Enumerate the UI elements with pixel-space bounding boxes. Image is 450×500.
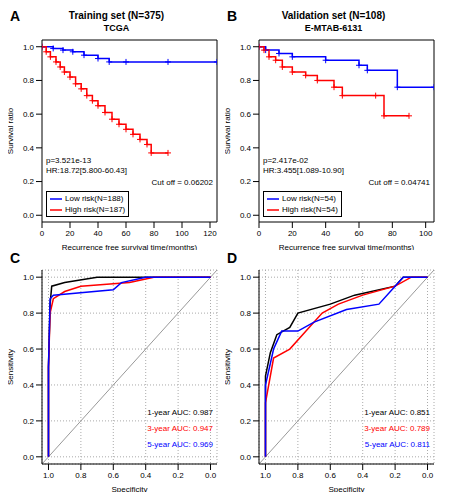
svg-text:60: 60 (355, 229, 364, 238)
html-text:5-year AUC: 0.969: 5-year AUC: 0.969 (147, 440, 213, 449)
svg-text:Sensitivity: Sensitivity (225, 349, 232, 385)
svg-text:Survival ratio: Survival ratio (225, 107, 232, 154)
svg-text:0.6: 0.6 (325, 471, 337, 480)
html-text:E-MTAB-6131: E-MTAB-6131 (304, 23, 363, 33)
svg-text:1.0: 1.0 (23, 273, 35, 282)
html-text:Training set (N=375): Training set (N=375) (68, 10, 165, 21)
svg-text:20: 20 (288, 229, 297, 238)
html-text:Low risk(N=188): Low risk(N=188) (65, 194, 124, 203)
svg-text:Specificity: Specificity (111, 485, 147, 492)
html-text:B: B (227, 8, 238, 24)
svg-text:0.0: 0.0 (205, 471, 217, 480)
html-text:Cut off = 0.06202: Cut off = 0.06202 (151, 178, 213, 187)
html-text:A: A (10, 8, 21, 24)
svg-text:0.8: 0.8 (23, 76, 35, 85)
html-text:High risk(N=187): High risk(N=187) (65, 205, 126, 214)
html-text:High risk(N=54): High risk(N=54) (282, 205, 338, 214)
svg-text:60: 60 (122, 229, 131, 238)
html-text:1-year AUC: 0.851: 1-year AUC: 0.851 (364, 408, 430, 417)
html-text:3-year AUC: 0.789: 3-year AUC: 0.789 (364, 424, 430, 433)
svg-text:Recurrence free survival time(: Recurrence free survival time(months) (279, 243, 415, 250)
html-text:Cut off = 0.04741: Cut off = 0.04741 (368, 178, 430, 187)
html-text:3-year AUC: 0.947: 3-year AUC: 0.947 (147, 424, 213, 433)
svg-text:1.0: 1.0 (240, 273, 252, 282)
svg-text:0.6: 0.6 (23, 110, 35, 119)
svg-text:0.0: 0.0 (422, 471, 434, 480)
svg-text:Specificity: Specificity (328, 485, 364, 492)
html-text:Validation set (N=108): Validation set (N=108) (281, 10, 386, 21)
html-text:HR:18.72[5.800-60.43]: HR:18.72[5.800-60.43] (46, 166, 127, 175)
svg-text:100: 100 (175, 229, 189, 238)
svg-text:0.8: 0.8 (75, 471, 87, 480)
svg-text:0.8: 0.8 (23, 309, 35, 318)
svg-text:0.0: 0.0 (240, 211, 252, 220)
svg-text:80: 80 (150, 229, 159, 238)
svg-text:0.2: 0.2 (240, 417, 252, 426)
html-text:D: D (227, 250, 238, 266)
svg-text:0.4: 0.4 (140, 471, 152, 480)
svg-text:0.6: 0.6 (240, 110, 252, 119)
svg-text:Survival ratio: Survival ratio (8, 107, 15, 154)
svg-text:40: 40 (321, 229, 330, 238)
svg-text:0.6: 0.6 (23, 345, 35, 354)
svg-text:0.4: 0.4 (23, 144, 35, 153)
svg-text:120: 120 (203, 229, 217, 238)
svg-text:0.4: 0.4 (240, 144, 252, 153)
svg-text:Recurrence free survival time(: Recurrence free survival time(months) (62, 243, 198, 250)
svg-text:0.6: 0.6 (108, 471, 120, 480)
svg-text:0.6: 0.6 (240, 345, 252, 354)
svg-text:40: 40 (94, 229, 103, 238)
svg-text:0.2: 0.2 (390, 471, 402, 480)
html-text:HR:3.455[1.089-10.90]: HR:3.455[1.089-10.90] (263, 166, 344, 175)
html-text:C: C (10, 250, 21, 266)
svg-text:100: 100 (419, 229, 433, 238)
html-text:5-year AUC: 0.811: 5-year AUC: 0.811 (364, 440, 430, 449)
svg-text:80: 80 (388, 229, 397, 238)
html-text:1-year AUC: 0.987: 1-year AUC: 0.987 (147, 408, 213, 417)
svg-text:0.8: 0.8 (292, 471, 304, 480)
svg-text:0.0: 0.0 (23, 453, 35, 462)
svg-text:1.0: 1.0 (260, 471, 272, 480)
svg-text:0.0: 0.0 (23, 211, 35, 220)
svg-text:20: 20 (66, 229, 75, 238)
html-text:Low risk(N=54): Low risk(N=54) (282, 194, 336, 203)
svg-text:0.4: 0.4 (23, 381, 35, 390)
svg-text:0.0: 0.0 (240, 453, 252, 462)
svg-text:1.0: 1.0 (23, 43, 35, 52)
svg-text:0.2: 0.2 (240, 177, 252, 186)
svg-text:0.4: 0.4 (240, 381, 252, 390)
svg-text:0: 0 (40, 229, 45, 238)
svg-text:0.8: 0.8 (240, 309, 252, 318)
html-text:TCGA: TCGA (103, 23, 130, 33)
svg-text:0.2: 0.2 (23, 177, 35, 186)
svg-text:0.4: 0.4 (357, 471, 369, 480)
svg-text:1.0: 1.0 (240, 43, 252, 52)
svg-text:0: 0 (257, 229, 262, 238)
html-text:p=3.521e-13: p=3.521e-13 (46, 156, 92, 165)
svg-text:Sensitivity: Sensitivity (8, 349, 15, 385)
svg-text:0.2: 0.2 (23, 417, 35, 426)
html-text:p=2.417e-02: p=2.417e-02 (263, 156, 309, 165)
svg-text:1.0: 1.0 (43, 471, 55, 480)
svg-text:0.2: 0.2 (173, 471, 185, 480)
svg-text:0.8: 0.8 (240, 76, 252, 85)
